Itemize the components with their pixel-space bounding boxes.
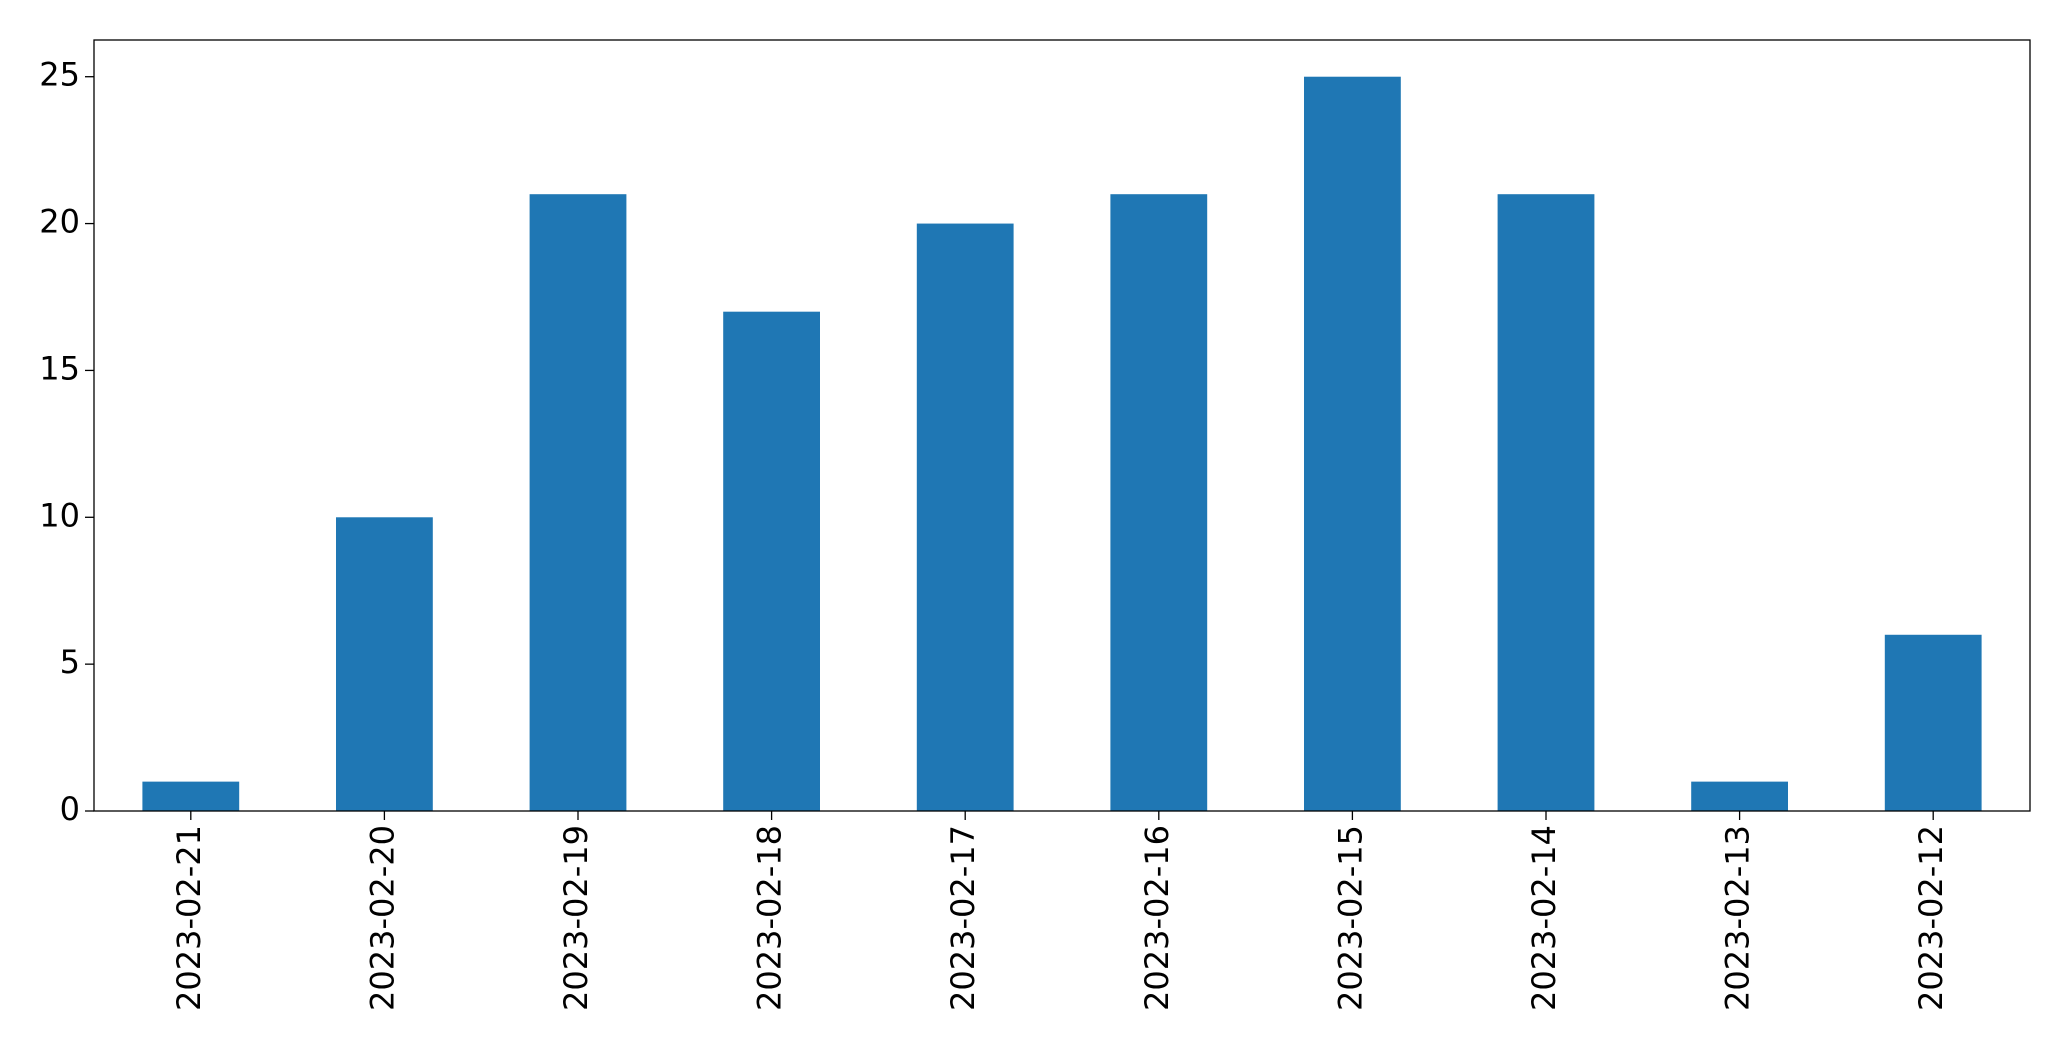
y-tick-label: 20: [39, 203, 80, 241]
bar: [336, 517, 433, 811]
x-tick-label: 2023-02-16: [1138, 825, 1176, 1011]
bar: [1110, 194, 1208, 811]
y-tick-label: 10: [39, 496, 80, 534]
x-tick-label: 2023-02-20: [363, 825, 401, 1011]
y-tick-label: 25: [39, 56, 80, 94]
bar: [723, 311, 820, 811]
bar: [142, 781, 240, 811]
x-tick-label: 2023-02-21: [170, 825, 208, 1011]
x-tick-label: 2023-02-17: [944, 825, 982, 1011]
bar: [916, 223, 1014, 812]
x-tick-label: 2023-02-13: [1719, 825, 1757, 1011]
bar: [1691, 781, 1788, 811]
y-tick-label: 15: [39, 349, 80, 387]
x-tick-label: 2023-02-12: [1912, 825, 1950, 1011]
x-tick-label: 2023-02-19: [557, 825, 595, 1011]
y-tick-label: 0: [60, 790, 80, 828]
x-tick-label: 2023-02-18: [751, 825, 789, 1011]
y-tick-label: 5: [60, 643, 80, 681]
bar: [1304, 76, 1401, 811]
bar: [1497, 194, 1595, 811]
x-tick-label: 2023-02-15: [1331, 825, 1369, 1011]
bar: [1884, 634, 1982, 811]
plot-frame: [93, 39, 2031, 812]
x-tick-label: 2023-02-14: [1525, 825, 1563, 1011]
bar: [529, 194, 627, 811]
